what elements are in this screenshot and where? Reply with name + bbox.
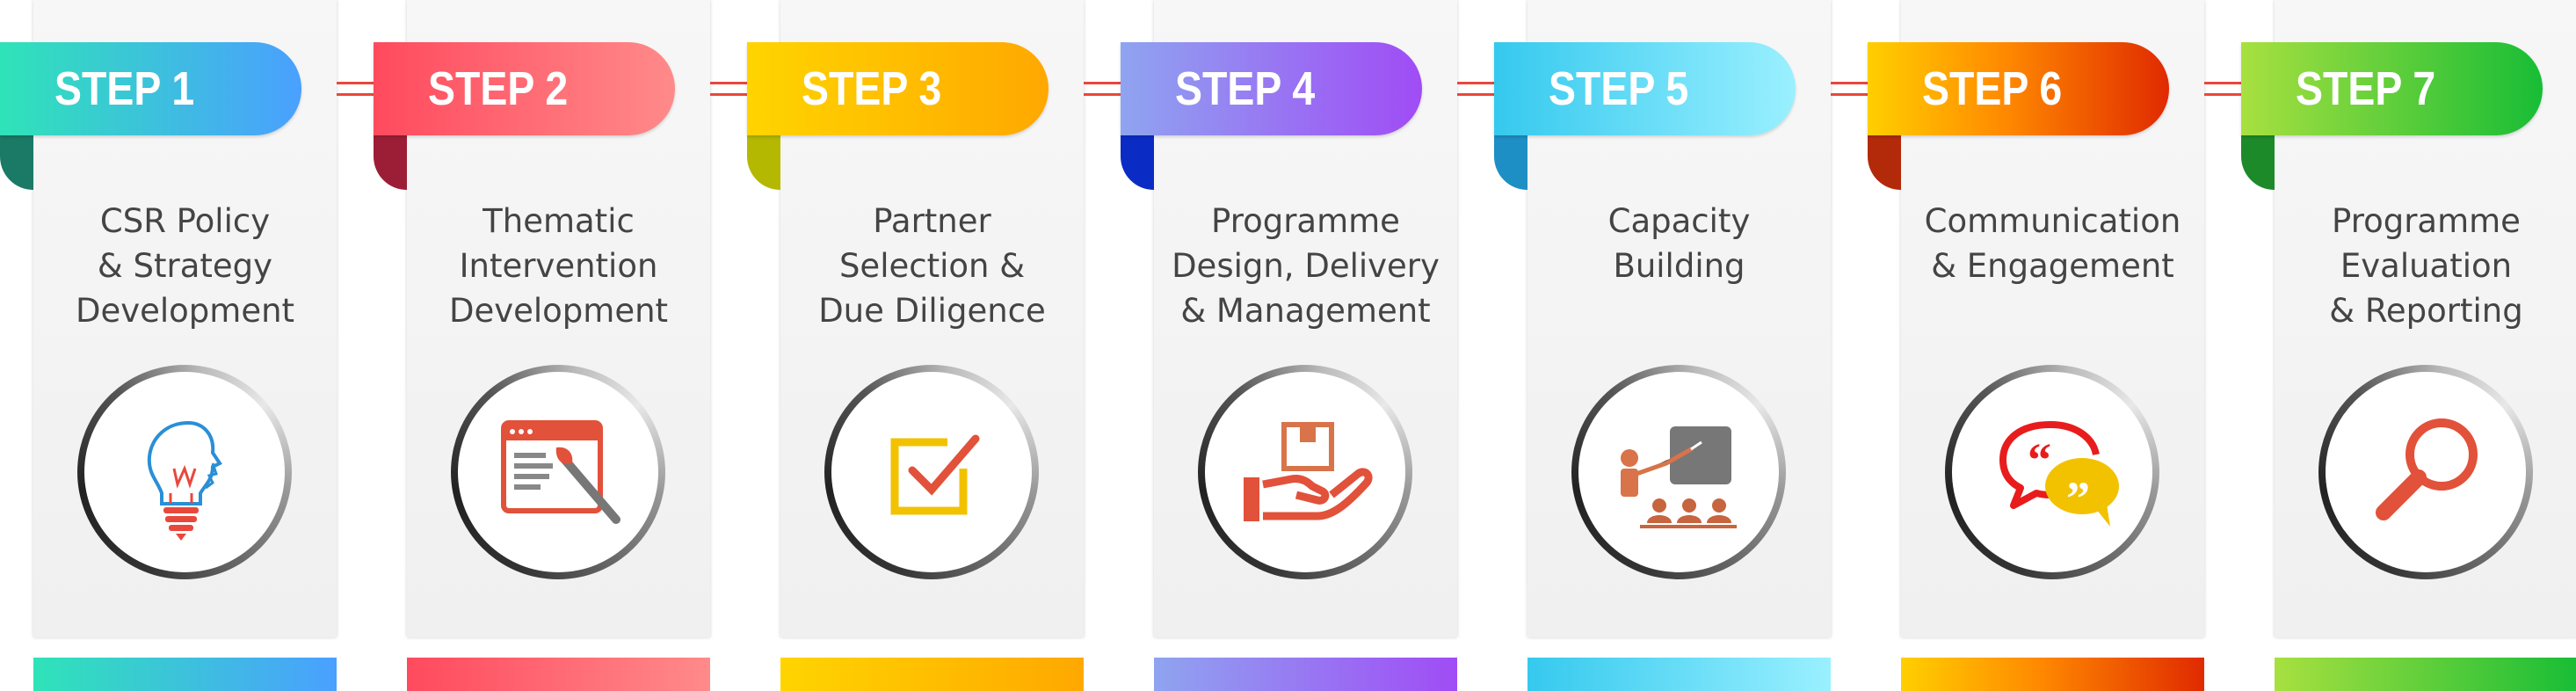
step-label: STEP 1 [54, 62, 195, 115]
step-label: STEP 7 [2296, 62, 2436, 115]
title-line: Capacity [1607, 202, 1751, 240]
connector-line [337, 82, 376, 96]
title-line: Selection & [838, 247, 1026, 285]
connector-line [1084, 82, 1123, 96]
lightbulb-head-icon [147, 420, 222, 541]
title-line: & Management [1180, 292, 1431, 330]
icon-ring: “ ” [1945, 365, 2159, 579]
color-bar [1154, 658, 1457, 691]
step-title: CSR Policy & Strategy Development [33, 199, 337, 333]
step-ribbon [747, 42, 1049, 135]
step-label: STEP 3 [802, 62, 942, 115]
title-line: Development [75, 292, 295, 330]
step-1: STEP 1 CSR Policy & Strategy Development [0, 0, 343, 691]
ribbon-fold [1494, 135, 1527, 190]
ribbon-fold [1868, 135, 1901, 190]
title-line: Building [1613, 247, 1745, 285]
title-line: & Reporting [2329, 292, 2523, 330]
step-5: STEP 5 Capacity Building [1494, 0, 1837, 691]
title-line: Communication [1924, 202, 2181, 240]
icon-ring [1198, 365, 1412, 579]
step-label: STEP 6 [1922, 62, 2063, 115]
step-ribbon [374, 42, 675, 135]
title-line: & Strategy [97, 247, 273, 285]
presentation-audience-icon [1621, 426, 1737, 528]
step-label: STEP 4 [1175, 62, 1316, 115]
icon-ring [824, 365, 1039, 579]
step-ribbon [1494, 42, 1796, 135]
step-title: Communication & Engagement [1901, 199, 2204, 288]
color-bar [2275, 658, 2576, 691]
ribbon-fold [747, 135, 780, 190]
step-title: Capacity Building [1527, 199, 1831, 288]
title-line: Partner [873, 202, 991, 240]
step-6: STEP 6 Communication & Engagement “ ” [1868, 0, 2210, 691]
ribbon-fold [2241, 135, 2275, 190]
ribbon-fold [0, 135, 33, 190]
title-line: Programme [2332, 202, 2521, 240]
step-title: Thematic Intervention Development [407, 199, 710, 333]
title-line: Development [448, 292, 669, 330]
design-window-brush-icon [501, 420, 620, 524]
connector-line [710, 82, 750, 96]
step-label: STEP 5 [1549, 62, 1689, 115]
ribbon-fold [374, 135, 407, 190]
step-7: STEP 7 Programme Evaluation & Reporting [2241, 0, 2576, 691]
step-ribbon [2241, 42, 2543, 135]
color-bar [1901, 658, 2204, 691]
step-ribbon [1121, 42, 1422, 135]
step-4: STEP 4 Programme Design, Delivery & Mana… [1121, 0, 1463, 691]
connector-line [1831, 82, 1870, 96]
title-line: Due Diligence [818, 292, 1046, 330]
color-bar [407, 658, 710, 691]
icon-ring [451, 365, 665, 579]
title-line: Evaluation [2340, 247, 2513, 285]
step-ribbon [0, 42, 301, 135]
magnifier-icon [2376, 418, 2478, 520]
step-title: Programme Design, Delivery & Management [1154, 199, 1457, 333]
ribbon-fold [1121, 135, 1154, 190]
connector-line [1457, 82, 1497, 96]
color-bar [33, 658, 337, 691]
speech-bubbles-quotes-icon: “ ” [1999, 421, 2119, 527]
step-3: STEP 3 Partner Selection & Due Diligence [747, 0, 1090, 691]
connector-line [2204, 82, 2244, 96]
title-line: Design, Delivery [1172, 247, 1440, 285]
title-line: Intervention [459, 247, 658, 285]
title-line: & Engagement [1931, 247, 2174, 285]
svg-text:”: ” [2066, 472, 2090, 525]
hand-box-icon [1244, 422, 1373, 521]
title-line: Thematic [483, 202, 635, 240]
step-title: Programme Evaluation & Reporting [2275, 199, 2576, 333]
step-ribbon [1868, 42, 2169, 135]
icon-ring [77, 365, 292, 579]
color-bar [1527, 658, 1831, 691]
checkbox-tick-icon [890, 434, 980, 515]
title-line: Programme [1211, 202, 1400, 240]
title-line: CSR Policy [99, 202, 271, 240]
step-title: Partner Selection & Due Diligence [780, 199, 1084, 333]
step-2: STEP 2 Thematic Intervention Development [374, 0, 716, 691]
icon-ring [1571, 365, 1786, 579]
step-label: STEP 2 [428, 62, 569, 115]
color-bar [780, 658, 1084, 691]
icon-ring [2318, 365, 2533, 579]
